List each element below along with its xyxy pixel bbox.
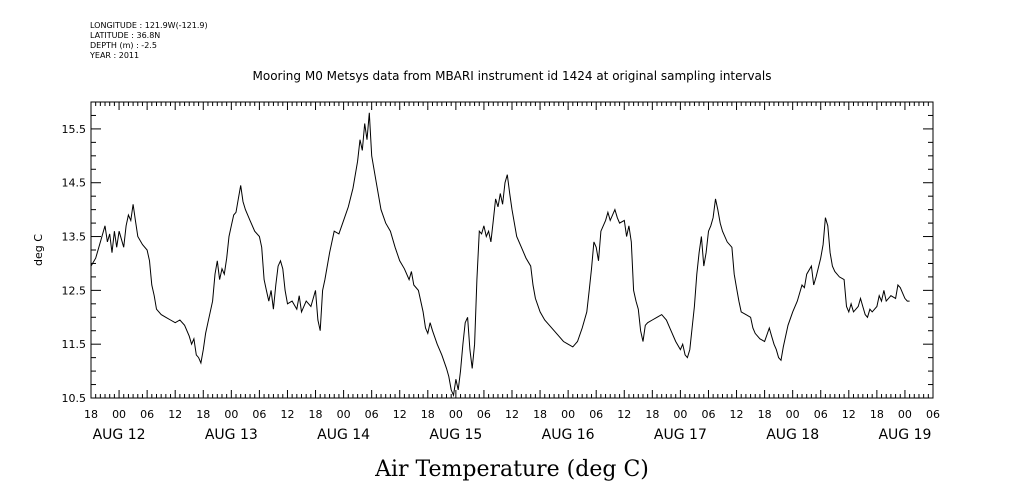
x-hour-label: 18 bbox=[870, 408, 884, 421]
x-hour-label: 06 bbox=[814, 408, 828, 421]
x-hour-label: 12 bbox=[505, 408, 519, 421]
series-line-air-temperature bbox=[90, 112, 910, 398]
x-hour-label: 06 bbox=[140, 408, 154, 421]
y-tick-labels: 10.5 11.5 12.5 13.5 14.5 15.5 bbox=[62, 123, 87, 405]
y-tick-label: 10.5 bbox=[62, 392, 87, 405]
x-hour-label: 18 bbox=[533, 408, 547, 421]
x-hour-label: 18 bbox=[645, 408, 659, 421]
x-hour-label: 06 bbox=[365, 408, 379, 421]
latitude-label: LATITUDE : 36.8N bbox=[90, 31, 161, 40]
x-hour-label: 00 bbox=[224, 408, 238, 421]
x-date-label: AUG 14 bbox=[317, 427, 370, 443]
x-date-label: AUG 19 bbox=[878, 427, 931, 443]
x-hour-label: 00 bbox=[337, 408, 351, 421]
x-hour-label: 18 bbox=[758, 408, 772, 421]
x-hour-label: 12 bbox=[393, 408, 407, 421]
x-hour-label: 06 bbox=[589, 408, 603, 421]
x-hour-label: 12 bbox=[730, 408, 744, 421]
x-hour-label: 00 bbox=[673, 408, 687, 421]
x-hour-label: 12 bbox=[168, 408, 182, 421]
y-tick-label: 15.5 bbox=[62, 123, 87, 136]
x-axis-label: Air Temperature (deg C) bbox=[374, 457, 649, 482]
x-date-label: AUG 12 bbox=[93, 427, 146, 443]
y-tick-label: 14.5 bbox=[62, 177, 87, 190]
y-axis-label: deg C bbox=[32, 234, 45, 266]
x-hour-label: 18 bbox=[421, 408, 435, 421]
x-hour-label: 12 bbox=[280, 408, 294, 421]
depth-label: DEPTH (m) : -2.5 bbox=[90, 41, 157, 50]
x-date-label: AUG 17 bbox=[654, 427, 707, 443]
x-date-label: AUG 15 bbox=[429, 427, 482, 443]
x-date-label: AUG 18 bbox=[766, 427, 819, 443]
x-date-label: AUG 16 bbox=[542, 427, 595, 443]
x-hour-label: 18 bbox=[84, 408, 98, 421]
x-date-label: AUG 13 bbox=[205, 427, 258, 443]
metadata-block: LONGITUDE : 121.9W(-121.9) LATITUDE : 36… bbox=[90, 21, 208, 61]
x-hour-label: 06 bbox=[477, 408, 491, 421]
x-hour-label: 06 bbox=[252, 408, 266, 421]
x-hour-label: 00 bbox=[561, 408, 575, 421]
x-hour-label: 00 bbox=[449, 408, 463, 421]
x-hour-label: 00 bbox=[898, 408, 912, 421]
year-label: YEAR : 2011 bbox=[90, 51, 140, 60]
axis-ticks bbox=[90, 101, 934, 399]
date-labels: AUG 12 AUG 13 AUG 14 AUG 15 AUG 16 AUG 17 AUG … bbox=[93, 427, 932, 443]
y-tick-label: 13.5 bbox=[62, 231, 87, 244]
chart-title: Mooring M0 Metsys data from MBARI instru… bbox=[253, 69, 772, 83]
x-hour-label: 00 bbox=[786, 408, 800, 421]
x-hour-label: 00 bbox=[112, 408, 126, 421]
y-tick-label: 11.5 bbox=[62, 338, 87, 351]
x-hour-label: 18 bbox=[196, 408, 210, 421]
x-tick-labels: 18 00 06 12 18 00 06 12 18 00 06 12 18 00 06 12 18 00 06 12… bbox=[84, 408, 940, 421]
x-hour-label: 06 bbox=[926, 408, 940, 421]
x-hour-label: 12 bbox=[842, 408, 856, 421]
y-tick-label: 12.5 bbox=[62, 284, 87, 297]
plot-frame bbox=[90, 101, 934, 399]
x-hour-label: 12 bbox=[617, 408, 631, 421]
x-hour-label: 18 bbox=[309, 408, 323, 421]
longitude-label: LONGITUDE : 121.9W(-121.9) bbox=[90, 21, 208, 30]
x-hour-label: 06 bbox=[701, 408, 715, 421]
